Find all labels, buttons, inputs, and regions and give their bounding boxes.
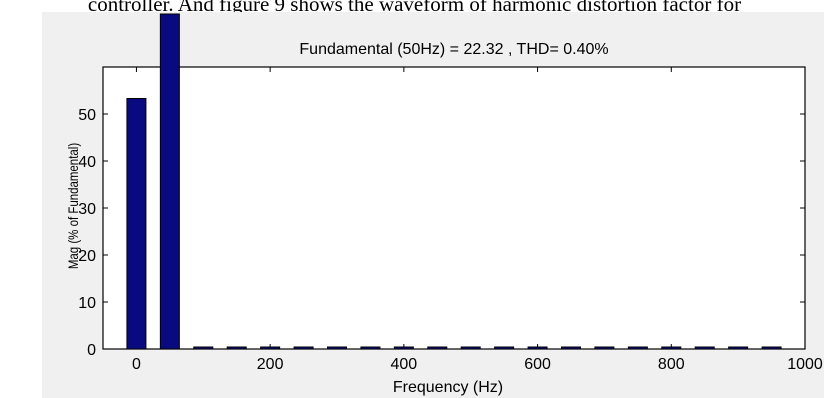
x-axis-label: Frequency (Hz) — [393, 379, 503, 396]
y-tick-label: 40 — [78, 154, 96, 171]
bar-550hz — [494, 346, 515, 350]
bar-700hz — [594, 346, 615, 350]
y-tick-label: 0 — [87, 342, 96, 359]
bar-250hz — [293, 346, 314, 350]
y-tick-label: 20 — [78, 248, 96, 265]
bar-950hz — [761, 346, 782, 350]
y-tick-label: 10 — [78, 295, 96, 312]
x-tick-label: 0 — [132, 356, 141, 373]
bar-650hz — [561, 346, 581, 350]
bar-350hz — [360, 346, 381, 350]
bar-900hz — [728, 346, 749, 350]
x-tick-label: 800 — [658, 356, 685, 373]
bar-600hz — [527, 346, 548, 350]
y-tick-label: 50 — [78, 107, 96, 124]
x-tick-label: 1000 — [787, 356, 823, 373]
bar-850hz — [694, 346, 715, 350]
bar-500hz — [460, 346, 481, 350]
bar-50hz — [159, 13, 180, 350]
chart-title: Fundamental (50Hz) = 22.32 , THD= 0.40% — [299, 41, 608, 58]
bar-300hz — [327, 346, 347, 350]
y-axis-label: Mag (% of Fundamental) — [65, 143, 81, 269]
bar-100hz — [193, 346, 214, 350]
bar-450hz — [427, 346, 448, 350]
bar-150hz — [226, 346, 247, 350]
bar-750hz — [627, 346, 648, 350]
x-tick-label: 200 — [257, 356, 284, 373]
x-tick-label: 400 — [391, 356, 418, 373]
x-tick-label: 600 — [524, 356, 551, 373]
bar-800hz — [661, 346, 682, 350]
plot-area — [102, 66, 806, 350]
bar-400hz — [393, 346, 414, 350]
bar-200hz — [260, 346, 281, 350]
bar-0hz — [126, 97, 147, 350]
y-tick-label: 30 — [78, 201, 96, 218]
